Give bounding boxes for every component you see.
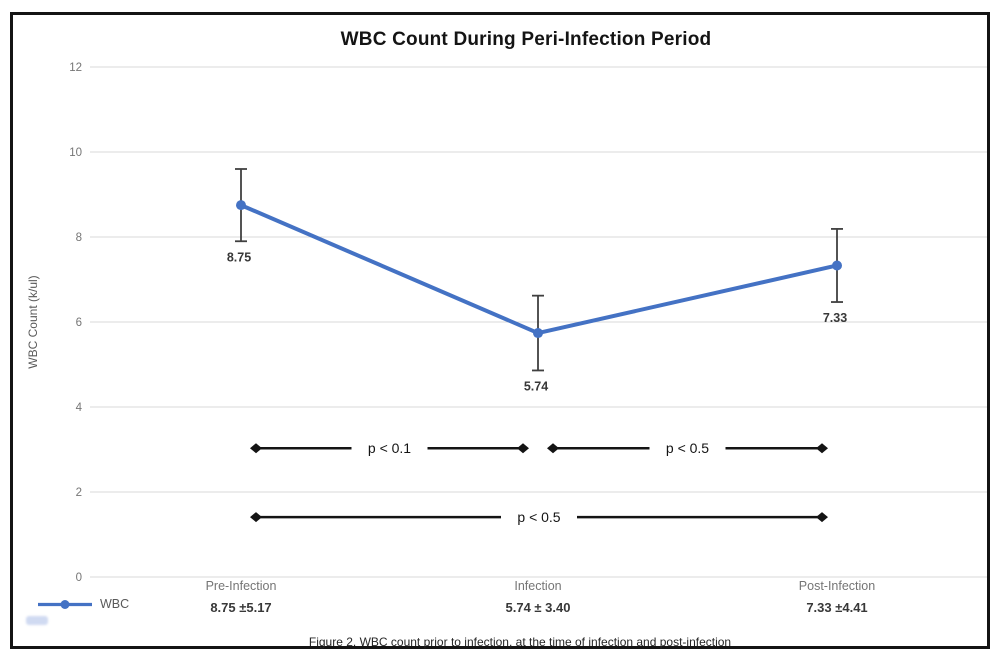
significance-diamond [816, 512, 828, 523]
significance-diamond [816, 443, 828, 454]
wbc-series-line [240, 203, 838, 336]
legend-line-marker-icon [38, 599, 92, 609]
data-point-label: 7.33 [823, 311, 847, 325]
y-tick-label: 8 [76, 232, 82, 244]
category-label: Infection [514, 579, 561, 593]
legend-series-label: WBC [100, 597, 130, 611]
chart-title: WBC Count During Peri-Infection Period [340, 29, 712, 50]
y-tick-label: 2 [76, 487, 82, 499]
stats-label: 5.74 ± 3.40 [506, 600, 571, 615]
data-point-marker [832, 260, 842, 271]
figure-frame-border [10, 12, 990, 649]
category-label: Post-Infection [799, 579, 875, 593]
stats-label: 7.33 ±4.41 [806, 600, 867, 615]
data-point-marker [533, 328, 543, 339]
significance-diamond [547, 443, 559, 454]
y-tick-label: 0 [76, 572, 82, 584]
legend: WBC [37, 597, 129, 611]
significance-label: p < 0.1 [368, 440, 411, 456]
significance-diamond [250, 443, 262, 454]
y-tick-label: 12 [69, 62, 82, 74]
significance-diamond [250, 512, 262, 523]
y-tick-label: 6 [76, 317, 82, 329]
significance-label: p < 0.5 [666, 440, 709, 456]
data-point-label: 5.74 [524, 379, 548, 393]
significance-label-bg [649, 438, 726, 459]
data-point-marker [236, 200, 246, 211]
y-tick-label: 10 [69, 147, 82, 159]
significance-label-bg [351, 438, 428, 459]
significance-label: p < 0.5 [517, 509, 560, 525]
artifact-smudge [26, 616, 48, 625]
significance-label-bg [501, 507, 577, 528]
y-tick-label: 4 [76, 402, 83, 414]
data-point-label: 8.75 [227, 250, 251, 264]
stats-label: 8.75 ±5.17 [210, 600, 271, 615]
figure-caption: Figure 2. WBC count prior to infection, … [308, 635, 732, 649]
category-label: Pre-Infection [206, 579, 277, 593]
significance-diamond [517, 443, 529, 454]
